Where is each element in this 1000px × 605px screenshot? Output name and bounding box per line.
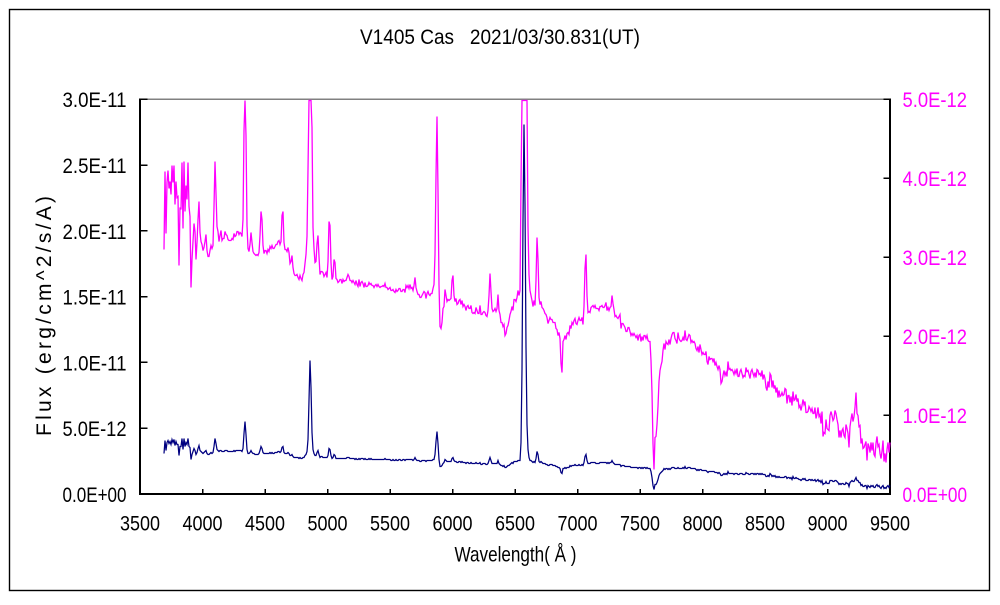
svg-text:7500: 7500 xyxy=(620,513,660,536)
svg-text:9500: 9500 xyxy=(870,513,910,536)
svg-text:0.0E+00: 0.0E+00 xyxy=(63,484,127,507)
svg-text:8500: 8500 xyxy=(745,513,785,536)
svg-text:4.0E-12: 4.0E-12 xyxy=(903,168,968,191)
svg-text:1.0E-12: 1.0E-12 xyxy=(903,405,968,428)
svg-text:3.0E-11: 3.0E-11 xyxy=(63,89,127,112)
svg-text:5.0E-12: 5.0E-12 xyxy=(63,418,127,441)
svg-text:2.0E-11: 2.0E-11 xyxy=(63,221,127,244)
svg-text:1.0E-11: 1.0E-11 xyxy=(63,352,127,375)
svg-text:2.0E-12: 2.0E-12 xyxy=(903,326,968,349)
svg-text:3500: 3500 xyxy=(120,513,160,536)
svg-text:6500: 6500 xyxy=(495,513,535,536)
svg-text:0.0E+00: 0.0E+00 xyxy=(903,484,968,507)
svg-text:Wavelength( Å ): Wavelength( Å ) xyxy=(455,544,577,567)
svg-text:4500: 4500 xyxy=(245,513,285,536)
svg-text:5.0E-12: 5.0E-12 xyxy=(903,89,968,112)
svg-text:5000: 5000 xyxy=(308,513,348,536)
svg-text:5500: 5500 xyxy=(370,513,410,536)
svg-text:V1405 Cas 2021/03/30.831(UT): V1405 Cas 2021/03/30.831(UT) xyxy=(360,26,640,49)
svg-text:4000: 4000 xyxy=(183,513,223,536)
svg-text:2.5E-11: 2.5E-11 xyxy=(63,155,127,178)
svg-text:7000: 7000 xyxy=(558,513,598,536)
svg-text:9000: 9000 xyxy=(808,513,848,536)
svg-text:6000: 6000 xyxy=(433,513,473,536)
svg-text:3.0E-12: 3.0E-12 xyxy=(903,247,968,270)
svg-text:1.5E-11: 1.5E-11 xyxy=(63,287,127,310)
svg-text:8000: 8000 xyxy=(683,513,723,536)
